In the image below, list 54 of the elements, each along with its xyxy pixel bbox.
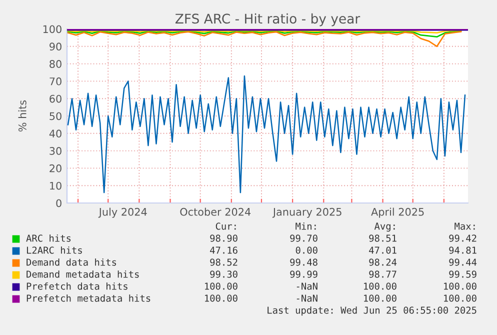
text: Avg:: [374, 222, 395, 232]
text: -NaN: [296, 282, 318, 290]
y-tick-label: 10: [50, 182, 62, 190]
text: 99.30: [210, 270, 238, 278]
text: 99.48: [290, 258, 318, 266]
text: 98.52: [210, 258, 238, 266]
x-tick-label: July 2024: [98, 208, 147, 218]
text: Min:: [296, 222, 316, 230]
y-tick-label: 40: [49, 130, 62, 138]
legend-label: Prefetch metadata hits: [26, 294, 150, 302]
legend-label: Demand data hits: [26, 258, 116, 266]
text: -NaN: [296, 294, 318, 302]
line-series: [67, 75, 466, 194]
x-tick-label: April 2025: [371, 208, 424, 218]
text: 99.42: [449, 234, 476, 242]
y-tick-label: 0: [56, 199, 62, 208]
text: 100.00: [444, 294, 476, 302]
y-tick-label: 30: [50, 147, 62, 155]
text: 100.00: [364, 294, 396, 302]
text: 100.00: [205, 294, 238, 302]
x-tick-label: January 2025: [272, 208, 342, 218]
text: 100.00: [364, 282, 396, 290]
legend-label: Demand metadata hits: [26, 270, 139, 278]
y-tick-label: 100: [43, 25, 62, 34]
text: 99.59: [449, 270, 476, 278]
text: 98.77: [369, 270, 396, 278]
text: 99.70: [290, 234, 318, 242]
x-tick-label: October 2024: [180, 208, 251, 216]
text: 47.16: [210, 246, 238, 254]
text: 98.51: [369, 234, 396, 242]
y-tick-label: 80: [50, 60, 62, 68]
legend-label: ARC hits: [26, 234, 71, 242]
text: 0.00: [296, 246, 318, 254]
text: 98.90: [210, 234, 238, 242]
text: 47.01: [369, 246, 396, 254]
y-tick-label: 60: [50, 94, 62, 103]
line-series: [67, 30, 462, 48]
text: 99.99: [290, 270, 318, 278]
y-tick-label: 90: [50, 42, 62, 51]
text: 99.44: [449, 258, 477, 266]
text: Cur:: [216, 222, 236, 230]
chart-title: ZFS ARC - Hit ratio - by year: [175, 13, 360, 26]
y-tick-label: 20: [50, 164, 62, 172]
y-tick-label: 70: [50, 77, 62, 86]
text: Max:: [454, 222, 475, 230]
legend-label: Prefetch data hits: [26, 282, 128, 290]
text: Last update: Wed Jun 25 06:55:00 2025: [268, 306, 476, 316]
legend-label: L2ARC hits: [26, 246, 82, 254]
text: 94.81: [449, 246, 476, 254]
text: 100.00: [444, 282, 476, 290]
y-axis-title: % hits: [18, 100, 26, 132]
text: 98.24: [369, 258, 397, 266]
y-tick-label: 50: [50, 112, 62, 120]
text: 100.00: [205, 282, 238, 290]
